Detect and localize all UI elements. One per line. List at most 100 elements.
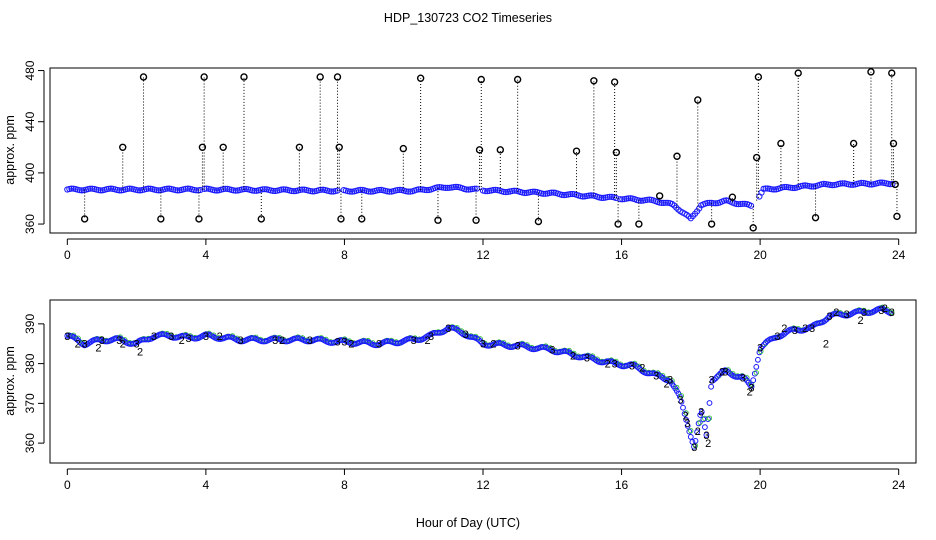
top-baseline-point (297, 186, 304, 193)
bottom-series-2-circle (683, 410, 689, 416)
bottom-series-3-label: 3 (341, 337, 347, 349)
top-y-tick-label: 400 (23, 163, 37, 183)
bottom-series-3-label: 3 (151, 331, 157, 343)
top-spike-point (475, 146, 484, 154)
bottom-y-tick-label: 390 (23, 314, 37, 334)
top-baseline-point (251, 187, 258, 194)
x-axis-title: Hour of Day (UTC) (416, 516, 520, 530)
bottom-series-3-label: 3 (889, 307, 895, 319)
top-baseline-point (386, 188, 393, 195)
bottom-y-axis-title: approx. ppm (3, 346, 17, 415)
bottom-series-3-label: 3 (203, 331, 209, 343)
bottom-y-tick-label: 370 (23, 393, 37, 413)
top-baseline-point (783, 183, 790, 191)
bottom-series-3-label: 3 (653, 371, 659, 383)
top-spike-point (867, 68, 875, 76)
bottom-series-2-circle (889, 309, 895, 315)
top-spike-point (358, 215, 366, 223)
top-baseline-point (482, 188, 489, 195)
top-spike-point (752, 153, 761, 162)
top-baseline-point (249, 187, 256, 194)
bottom-series-3-circle (678, 398, 685, 405)
top-baseline-point (442, 184, 449, 191)
bottom-series-3-label: 3 (774, 331, 780, 343)
bottom-series-3-circle (692, 438, 699, 444)
bottom-series-2-circle (678, 393, 685, 399)
bottom-series-2-circle (706, 415, 713, 421)
figure-title: HDP_130723 CO2 Timeseries (384, 11, 552, 25)
bottom-series-2-label: 2 (705, 438, 711, 450)
top-baseline-point (317, 186, 324, 193)
bottom-series-2-circle (547, 345, 554, 351)
top-x-tick-label: 8 (341, 248, 348, 262)
top-baseline-point (858, 179, 865, 186)
bottom-series-3-label: 3 (515, 341, 521, 353)
bottom-series-2-label: 2 (279, 335, 285, 347)
top-spike-point (888, 69, 896, 77)
top-spike-point (200, 73, 208, 81)
bottom-series-3-label: 3 (684, 418, 690, 430)
top-baseline-point (704, 199, 711, 207)
top-baseline-point (213, 187, 221, 194)
bottom-series-3-circle (748, 383, 755, 390)
bottom-series-2-label: 2 (75, 339, 81, 351)
top-baseline-point (394, 186, 401, 194)
top-spike-point (673, 152, 681, 160)
bottom-series-3-circle (711, 376, 718, 383)
top-baseline-point (808, 183, 815, 190)
bottom-series-3-label: 3 (64, 331, 70, 343)
top-baseline-point (469, 185, 476, 193)
bottom-series-3-label: 3 (709, 375, 715, 387)
top-spike-point (889, 139, 898, 148)
bottom-series-2-label: 2 (683, 410, 689, 422)
bottom-series-3-circle (753, 364, 760, 370)
top-spike-point (198, 143, 207, 152)
top-baseline-point (357, 186, 364, 193)
top-baseline-point (473, 185, 480, 192)
top-baseline-point (585, 192, 593, 199)
top-baseline-point (866, 181, 873, 188)
top-spike-point (707, 220, 716, 228)
top-spike-point (590, 77, 598, 85)
top-spike-point (794, 69, 802, 77)
top-baseline-point (87, 185, 94, 192)
top-baseline-point (290, 188, 297, 195)
bottom-series-2-circle (884, 306, 890, 313)
top-spike-point (119, 143, 127, 152)
top-baseline-point (396, 186, 403, 193)
top-baseline-point (355, 187, 362, 194)
top-baseline-point (637, 197, 645, 204)
top-baseline-point (598, 194, 605, 201)
bottom-series-3-label: 3 (272, 335, 278, 347)
top-baseline-point (197, 186, 204, 194)
top-baseline-point (787, 184, 794, 191)
bottom-series-2-circle (660, 372, 666, 379)
top-spike-point (728, 193, 737, 201)
top-baseline-point (781, 183, 788, 191)
top-baseline-point (68, 185, 75, 192)
top-baseline-point (211, 187, 218, 194)
top-spike-point (157, 215, 165, 223)
bottom-series-3-circle (750, 377, 757, 384)
top-spike-point (534, 217, 543, 226)
top-x-tick-label: 0 (64, 248, 71, 262)
bottom-plot-frame (49, 299, 917, 464)
bottom-series-3-label: 3 (134, 339, 140, 351)
top-spike-point (333, 73, 342, 81)
bottom-series-3-label: 3 (809, 323, 815, 335)
bottom-series-3-label: 3 (549, 345, 555, 357)
top-baseline-point (768, 186, 776, 193)
bottom-series-2-label: 2 (95, 343, 101, 355)
bottom-series-3-label: 3 (740, 373, 746, 385)
top-baseline-point (172, 187, 179, 194)
top-baseline-point (548, 189, 555, 196)
bottom-series-2-label: 2 (137, 347, 143, 359)
top-baseline-point (527, 188, 534, 196)
bottom-series-2-label: 2 (605, 359, 611, 371)
bottom-series-3-label: 3 (168, 331, 174, 343)
top-baseline-point (540, 190, 547, 197)
top-baseline-point (600, 194, 607, 201)
bottom-series-3-label: 3 (757, 343, 763, 355)
top-spike-point (477, 75, 485, 84)
